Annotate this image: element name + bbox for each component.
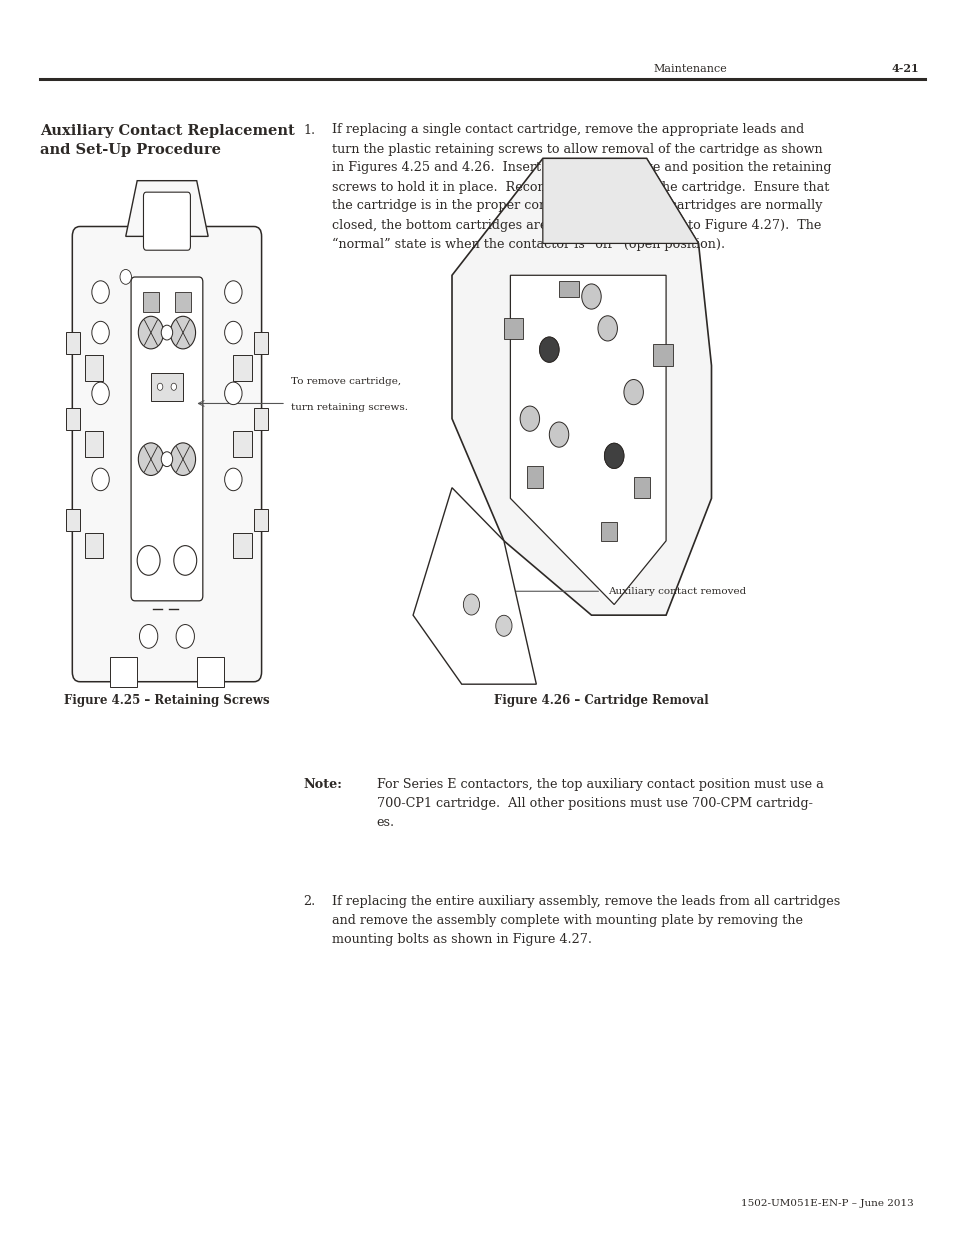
- Text: turn retaining screws.: turn retaining screws.: [291, 404, 407, 412]
- Text: Maintenance: Maintenance: [653, 64, 726, 74]
- Bar: [253, 331, 268, 354]
- Circle shape: [539, 337, 558, 362]
- Bar: [233, 431, 252, 457]
- Text: 2.: 2.: [303, 895, 315, 909]
- Bar: [233, 532, 252, 558]
- Bar: [66, 509, 80, 531]
- Bar: [85, 431, 103, 457]
- Bar: [600, 522, 617, 541]
- FancyBboxPatch shape: [143, 193, 191, 251]
- Text: Auxiliary contact removed: Auxiliary contact removed: [607, 587, 745, 595]
- Circle shape: [549, 422, 568, 447]
- Circle shape: [604, 443, 623, 468]
- Bar: [253, 408, 268, 430]
- Bar: [66, 408, 80, 430]
- Bar: [174, 293, 191, 312]
- Circle shape: [171, 316, 195, 350]
- Circle shape: [91, 382, 110, 405]
- Bar: [143, 293, 159, 312]
- Bar: [151, 373, 183, 401]
- Text: 4-21: 4-21: [891, 63, 919, 74]
- Bar: [526, 467, 542, 488]
- Circle shape: [139, 625, 157, 648]
- Bar: [253, 509, 268, 531]
- Circle shape: [539, 337, 558, 362]
- Text: 1.: 1.: [303, 124, 315, 137]
- FancyBboxPatch shape: [72, 226, 261, 682]
- Text: Figure 4.25 – Retaining Screws: Figure 4.25 – Retaining Screws: [64, 694, 270, 708]
- Text: Auxiliary Contact Replacement
and Set-Up Procedure: Auxiliary Contact Replacement and Set-Up…: [40, 124, 294, 157]
- Circle shape: [604, 443, 623, 468]
- Text: For Series E contactors, the top auxiliary contact position must use a
700-CP1 c: For Series E contactors, the top auxilia…: [376, 778, 822, 829]
- Circle shape: [176, 625, 194, 648]
- Bar: [66, 331, 80, 354]
- Bar: [85, 356, 103, 380]
- Circle shape: [463, 594, 479, 615]
- Circle shape: [496, 615, 512, 636]
- Text: If replacing the entire auxiliary assembly, remove the leads from all cartridges: If replacing the entire auxiliary assemb…: [332, 895, 840, 946]
- Bar: [110, 657, 137, 687]
- Circle shape: [224, 382, 242, 405]
- Bar: [196, 657, 224, 687]
- Circle shape: [224, 321, 242, 343]
- Bar: [503, 317, 523, 338]
- Circle shape: [519, 406, 539, 431]
- Circle shape: [157, 383, 163, 390]
- Circle shape: [91, 468, 110, 490]
- Polygon shape: [452, 158, 711, 615]
- Circle shape: [120, 269, 132, 284]
- Circle shape: [598, 316, 617, 341]
- Bar: [85, 532, 103, 558]
- Circle shape: [173, 546, 196, 576]
- FancyBboxPatch shape: [131, 277, 203, 601]
- Text: To remove cartridge,: To remove cartridge,: [291, 377, 400, 385]
- Circle shape: [161, 452, 172, 467]
- Circle shape: [224, 280, 242, 304]
- Circle shape: [171, 383, 176, 390]
- Circle shape: [623, 379, 642, 405]
- Circle shape: [171, 443, 195, 475]
- Circle shape: [138, 443, 163, 475]
- Polygon shape: [542, 158, 698, 243]
- Polygon shape: [126, 180, 208, 236]
- Circle shape: [91, 321, 110, 343]
- Text: Figure 4.26 – Cartridge Removal: Figure 4.26 – Cartridge Removal: [494, 694, 707, 708]
- Circle shape: [137, 546, 160, 576]
- Circle shape: [224, 468, 242, 490]
- Circle shape: [138, 316, 163, 350]
- Text: Note:: Note:: [303, 778, 342, 792]
- Circle shape: [161, 325, 172, 340]
- Bar: [653, 345, 672, 366]
- Text: 1502-UM051E-EN-P – June 2013: 1502-UM051E-EN-P – June 2013: [740, 1199, 913, 1208]
- Bar: [633, 477, 649, 498]
- Bar: [233, 356, 252, 380]
- Polygon shape: [510, 275, 665, 605]
- Circle shape: [91, 280, 110, 304]
- Bar: [558, 280, 578, 296]
- Polygon shape: [413, 488, 536, 684]
- Circle shape: [581, 284, 600, 309]
- Text: If replacing a single contact cartridge, remove the appropriate leads and
turn t: If replacing a single contact cartridge,…: [332, 124, 831, 251]
